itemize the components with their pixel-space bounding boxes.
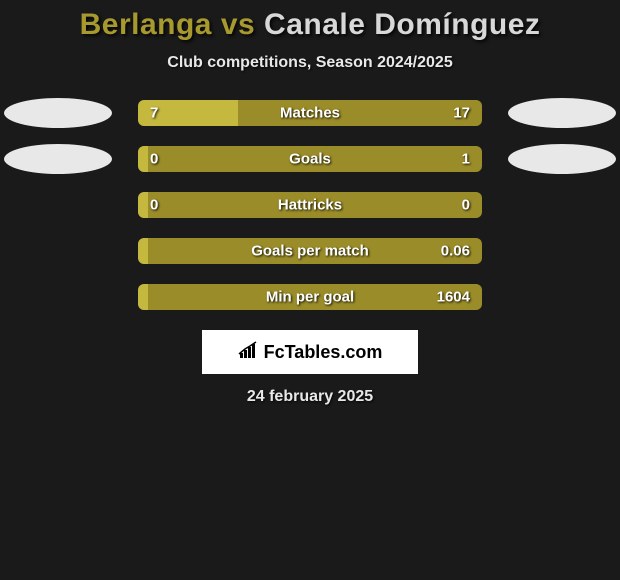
page-title: Berlanga vs Canale Domínguez — [0, 8, 620, 42]
stat-right-value: 17 — [453, 105, 470, 122]
stat-left-value: 0 — [150, 197, 158, 214]
date-label: 24 february 2025 — [0, 388, 620, 406]
player2-oval — [508, 144, 616, 174]
stat-right-value: 1 — [462, 151, 470, 168]
subtitle: Club competitions, Season 2024/2025 — [0, 54, 620, 72]
player2-name: Canale Domínguez — [264, 8, 540, 41]
stat-bar-fill — [138, 284, 148, 310]
stats-list: 7 Matches 17 0 Goals 1 0 Hattricks 0 Goals per ma… — [0, 100, 620, 310]
player2-oval — [508, 98, 616, 128]
logo-text: FcTables.com — [264, 342, 383, 363]
stat-row: 0 Hattricks 0 — [0, 192, 620, 218]
stat-row: 7 Matches 17 — [0, 100, 620, 126]
stat-bar: 7 Matches 17 — [138, 100, 482, 126]
player1-oval — [4, 98, 112, 128]
player1-oval — [4, 144, 112, 174]
stat-left-value: 7 — [150, 105, 158, 122]
stat-bar-fill — [138, 192, 148, 218]
stat-right-value: 0.06 — [441, 243, 470, 260]
stat-bar-fill — [138, 146, 148, 172]
stat-bar: Min per goal 1604 — [138, 284, 482, 310]
stat-row: Min per goal 1604 — [0, 284, 620, 310]
stat-label: Min per goal — [266, 289, 354, 306]
stat-label: Goals — [289, 151, 331, 168]
stat-row: 0 Goals 1 — [0, 146, 620, 172]
stat-left-value: 0 — [150, 151, 158, 168]
stat-right-value: 1604 — [437, 289, 470, 306]
stat-label: Hattricks — [278, 197, 342, 214]
stat-label: Matches — [280, 105, 340, 122]
stat-row: Goals per match 0.06 — [0, 238, 620, 264]
comparison-infographic: Berlanga vs Canale Domínguez Club compet… — [0, 0, 620, 406]
vs-separator: vs — [212, 8, 264, 41]
stat-right-value: 0 — [462, 197, 470, 214]
chart-icon — [238, 341, 260, 364]
stat-bar: 0 Goals 1 — [138, 146, 482, 172]
stat-label: Goals per match — [251, 243, 369, 260]
source-logo: FcTables.com — [202, 330, 418, 374]
stat-bar-fill — [138, 238, 148, 264]
player1-name: Berlanga — [80, 8, 212, 41]
stat-bar: 0 Hattricks 0 — [138, 192, 482, 218]
stat-bar: Goals per match 0.06 — [138, 238, 482, 264]
